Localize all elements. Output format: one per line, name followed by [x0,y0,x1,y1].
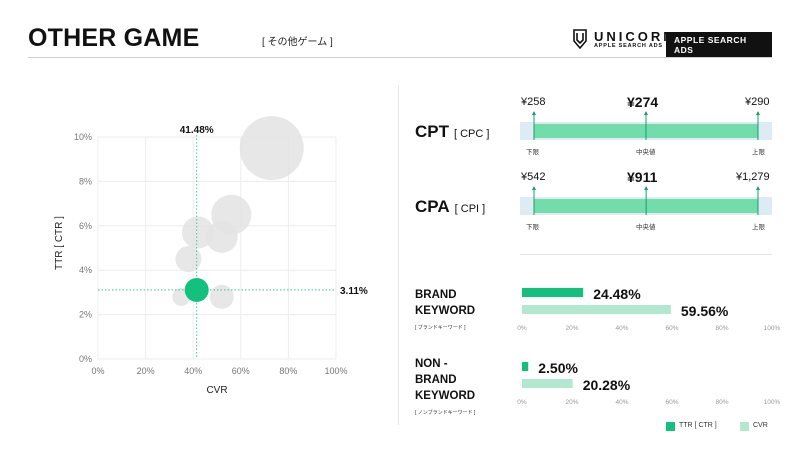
scatter-bubble [181,216,214,249]
cvr-bar [522,305,671,314]
scatter-bubbles [98,116,336,359]
cpt-low-price: ¥258 [521,96,546,108]
scatter-bubble [205,220,238,253]
pct-axis-tick: 100% [764,399,781,406]
pct-axis-tick: 0% [517,325,527,332]
pct-axis-tick: 40% [615,399,628,406]
cpt-high-arrow [756,111,760,115]
ref-x-label: 41.48% [180,125,214,136]
brand-name: UNICORN [594,29,676,44]
ttr-bar [522,362,529,371]
cpa-mid-arrow [644,186,649,190]
pct-axis-tick: 60% [665,399,678,406]
unicorn-logo: UNICORN APPLE SEARCH ADS APPLE SEARCH AD… [572,29,772,58]
y-tick-label: 6% [79,221,92,231]
cpa-mid-label: 中央値 [636,224,656,231]
panel-divider [398,85,399,425]
ref-y-label: 3.11% [340,286,368,297]
brand-keyword-title-line1: BRAND [415,289,457,301]
cpa-low-arrow [532,186,536,190]
cpa-mid-price: ¥911 [627,169,658,185]
pct-axis-tick: 80% [715,399,728,406]
scatter-grid [97,136,337,360]
y-tick-label: 4% [79,265,92,275]
x-tick-label: 20% [137,366,155,376]
scatter-chart: 0% 2% 4% 6% 8% 10% 0% 20% 40% 60% 80% 100% TTR [ CT… [54,116,368,396]
scatter-bubble-highlight [184,277,209,302]
ttr-value-label: 2.50% [538,360,578,376]
pct-axis-tick: 60% [665,325,678,332]
cpt-range-bar [520,111,772,140]
pct-axis-tick: 100% [764,325,781,332]
cpt-label: CPT [ CPC ] [415,122,489,142]
cpt-mid-arrow [644,111,648,115]
nonbrand-keyword-title-line3: KEYWORD [415,390,476,402]
cvr-bar [522,379,573,388]
cpa-label-sub: [ CPI ] [454,203,486,215]
legend-ttr-label: TTR [ CTR ] [679,422,717,429]
legend-cvr-label: CVR [753,422,768,429]
nonbrand-keyword-title-line1: NON - [415,358,448,370]
cpt-markers [532,111,760,140]
x-tick-label: 0% [91,366,104,376]
cpt-label-sub: [ CPC ] [454,128,490,140]
brand-keyword-bars: 24.48% 59.56% 0% 20% 40% 60% 80% 100% [517,286,781,332]
ttr-value-label: 24.48% [593,286,641,302]
scatter-y-label: TTR [ CTR ] [54,216,65,270]
nonbrand-keyword-title: NON - BRAND KEYWORD [ ノンブランドキーワード ] [415,356,475,416]
scatter-x-label: CVR [206,385,227,396]
y-tick-label: 8% [79,176,92,186]
legend-ttr-swatch [666,422,675,431]
cpt-low-label: 下限 [526,149,539,156]
x-tick-label: 60% [232,366,250,376]
cpt-mid-price: ¥274 [627,94,659,110]
pct-axis-tick: 0% [517,399,527,406]
cpa-label-text: CPA [415,197,450,216]
cpa-label: CPA [ CPI ] [415,197,485,217]
legend-cvr-swatch [740,422,749,431]
pct-axis-tick: 40% [615,325,628,332]
pct-axis-tick: 80% [715,325,728,332]
nonbrand-keyword-title-line2: BRAND [415,374,457,386]
pct-axis-tick: 20% [565,399,578,406]
nonbrand-keyword-sub: [ ノンブランドキーワード ] [415,410,476,416]
y-tick-label: 0% [79,354,92,364]
cvr-value-label: 20.28% [583,377,631,393]
cpa-high-price: ¥1,279 [736,171,770,183]
unicorn-logo-icon [573,29,587,49]
brand-subname: APPLE SEARCH ADS [594,43,663,49]
x-tick-label: 100% [324,366,347,376]
brand-keyword-title: BRAND KEYWORD [ ブランドキーワード ] [415,287,475,331]
y-tick-label: 2% [79,310,92,320]
scatter-ticks: 0% 2% 4% 6% 8% 10% 0% 20% 40% 60% 80% 100% [74,132,348,376]
cpt-label-text: CPT [415,122,449,141]
cpa-range-bar [520,186,772,215]
right-section-divider [520,254,772,255]
y-tick-label: 10% [74,132,92,142]
scatter-bubble [175,246,202,273]
cpa-high-label: 上限 [752,224,765,231]
page-subtitle: [ その他ゲーム ] [262,37,333,48]
brand-keyword-title-line2: KEYWORD [415,305,476,317]
cpt-low-arrow [532,111,536,115]
cpa-markers [532,186,760,215]
cpa-low-price: ¥542 [521,171,546,183]
scatter-bubble [239,116,304,181]
nonbrand-keyword-bars: 2.50% 20.28% 0% 20% 40% 60% 80% 100% [517,360,781,406]
brand-keyword-sub: [ ブランドキーワード ] [415,325,466,331]
cpt-mid-label: 中央値 [636,149,656,156]
pct-axis-tick: 20% [565,325,578,332]
cpa-low-label: 下限 [526,224,539,231]
scatter-bubble [209,284,234,309]
page-title: OTHER GAME [28,24,200,52]
ttr-bar [522,288,584,297]
cvr-value-label: 59.56% [681,303,729,319]
header-divider [28,57,772,58]
x-tick-label: 80% [279,366,297,376]
cpt-high-price: ¥290 [745,96,770,108]
cpa-high-arrow [756,186,760,190]
cpt-high-label: 上限 [752,149,765,156]
brand-pill: APPLE SEARCH ADS [666,32,772,58]
x-tick-label: 40% [184,366,202,376]
